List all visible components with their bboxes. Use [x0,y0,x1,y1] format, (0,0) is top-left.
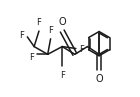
Text: F: F [20,31,24,40]
Text: F: F [60,71,65,80]
Text: F: F [37,18,41,27]
Text: O: O [95,74,103,84]
Text: O: O [58,17,66,27]
Text: F: F [48,26,53,35]
Text: F: F [79,45,84,54]
Text: F: F [29,53,34,62]
